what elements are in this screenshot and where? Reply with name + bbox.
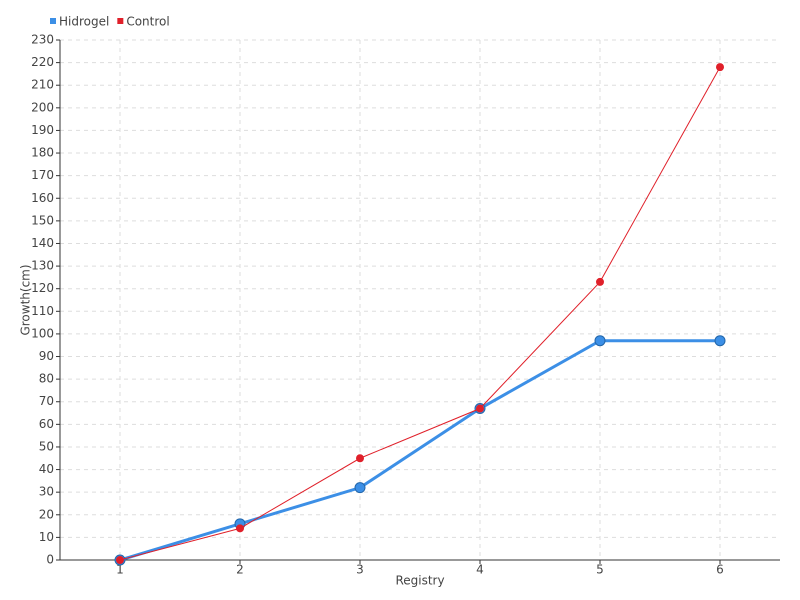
data-point (596, 277, 604, 286)
y-tick-label: 200 (31, 100, 54, 114)
y-tick-label: 150 (31, 213, 54, 227)
x-tick-label: 4 (476, 563, 484, 577)
y-tick-label: 100 (31, 326, 54, 340)
y-tick-label: 50 (39, 439, 54, 453)
y-tick-label: 70 (39, 394, 54, 408)
y-tick-label: 190 (31, 123, 54, 137)
x-tick-label: 2 (236, 563, 244, 577)
legend-label: Hidrogel (59, 15, 109, 29)
data-point (116, 556, 124, 564)
data-point (476, 404, 484, 413)
y-tick-label: 120 (31, 281, 54, 295)
data-point (594, 335, 606, 347)
data-point (714, 335, 726, 347)
x-axis-label: Registry (395, 574, 444, 588)
y-tick-label: 230 (31, 33, 54, 47)
y-tick-label: 130 (31, 259, 54, 273)
y-tick-label: 0 (46, 553, 54, 567)
y-tick-label: 20 (39, 507, 54, 521)
y-tick-label: 210 (31, 78, 54, 92)
x-tick-label: 3 (356, 563, 364, 577)
legend-swatch (117, 18, 124, 24)
y-tick-label: 80 (39, 372, 54, 386)
x-tick-label: 1 (116, 563, 124, 577)
y-tick-label: 140 (31, 236, 54, 250)
series-line (119, 339, 720, 562)
legend-swatch (50, 18, 56, 24)
y-tick-label: 60 (39, 417, 54, 431)
legend-label: Control (126, 15, 169, 29)
data-point (236, 524, 244, 533)
x-tick-label: 5 (596, 563, 604, 577)
y-tick-label: 180 (31, 146, 54, 160)
y-tick-label: 160 (31, 191, 54, 205)
y-tick-label: 90 (39, 349, 54, 363)
data-point (716, 63, 724, 72)
y-tick-label: 110 (31, 304, 54, 318)
y-axis-label: Growth(cm) (19, 264, 33, 335)
y-tick-label: 40 (39, 462, 54, 476)
x-tick-label: 6 (716, 563, 724, 577)
series-line (119, 66, 721, 561)
y-tick-label: 220 (31, 55, 54, 69)
data-point (354, 482, 366, 494)
y-tick-label: 10 (39, 530, 54, 544)
y-tick-label: 170 (31, 168, 54, 182)
data-point (356, 454, 364, 463)
y-tick-label: 30 (39, 485, 54, 499)
